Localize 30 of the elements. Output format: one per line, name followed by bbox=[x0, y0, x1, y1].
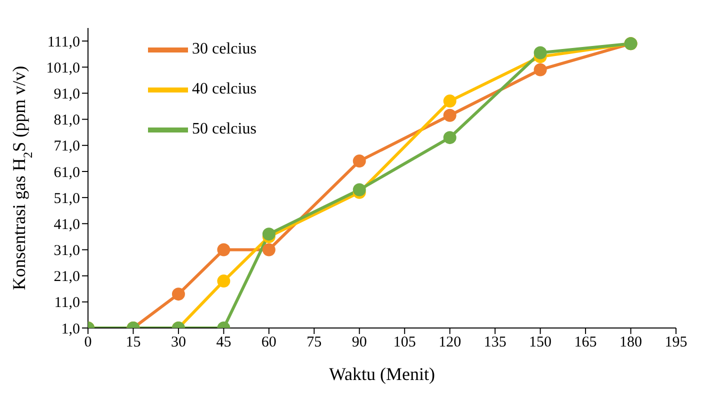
y-tick-label: 81,0 bbox=[54, 112, 80, 129]
y-tick-label: 71,0 bbox=[54, 138, 80, 155]
y-tick-label: 61,0 bbox=[54, 164, 80, 181]
y-tick-label: 101,0 bbox=[46, 60, 80, 76]
x-axis-title: Waktu (Menit) bbox=[328, 364, 436, 384]
y-tick-label: 1,0 bbox=[61, 321, 80, 338]
y-tick-label: 21,0 bbox=[54, 269, 80, 286]
y-tick-label: 91,0 bbox=[54, 86, 80, 103]
x-tick-label: 105 bbox=[393, 334, 416, 351]
x-tick-label: 0 bbox=[84, 334, 92, 351]
x-tick-label: 45 bbox=[216, 334, 232, 351]
legend-label: 30 celcius bbox=[192, 40, 256, 58]
x-tick-label: 30 bbox=[170, 334, 186, 351]
y-tick-label: 31,0 bbox=[54, 243, 80, 260]
x-tick-label: 120 bbox=[438, 334, 462, 351]
legend-label: 40 celcius bbox=[192, 80, 256, 98]
x-tick-label: 90 bbox=[352, 334, 367, 351]
x-tick-label: 135 bbox=[484, 334, 506, 351]
x-tick-label: 165 bbox=[574, 334, 597, 351]
x-tick-label: 15 bbox=[126, 334, 141, 351]
x-tick-label: 180 bbox=[620, 334, 642, 351]
y-tick-label: 111,0 bbox=[47, 34, 80, 50]
y-tick-label: 51,0 bbox=[54, 190, 80, 207]
x-tick-label: 195 bbox=[664, 334, 688, 351]
y-tick-label: 41,0 bbox=[54, 216, 80, 233]
x-tick-label: 150 bbox=[529, 334, 552, 351]
x-tick-label: 75 bbox=[306, 334, 322, 351]
y-tick-label: 11,0 bbox=[54, 295, 80, 312]
x-tick-label: 60 bbox=[261, 334, 276, 351]
legend-label: 50 celcius bbox=[192, 120, 256, 138]
